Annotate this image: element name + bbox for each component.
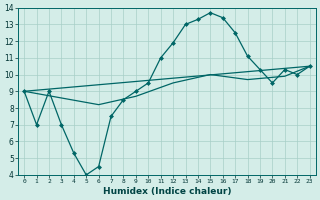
X-axis label: Humidex (Indice chaleur): Humidex (Indice chaleur) [103,187,231,196]
